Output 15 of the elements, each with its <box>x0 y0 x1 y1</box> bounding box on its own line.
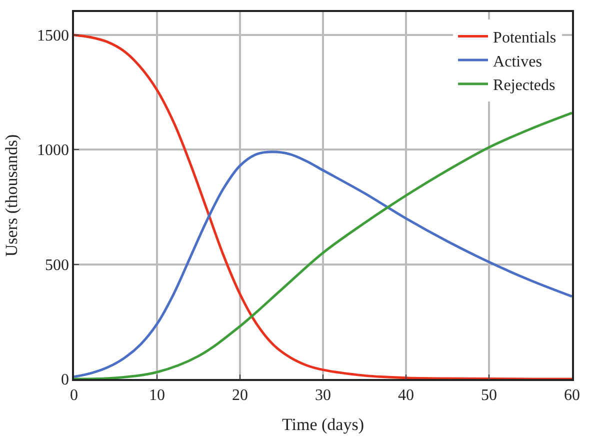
x-tick-label: 20 <box>232 386 248 404</box>
x-tick-label: 30 <box>315 386 331 404</box>
x-axis-title: Time (days) <box>282 414 364 434</box>
x-tick-label: 10 <box>149 386 165 404</box>
y-axis-title: Users (thousands) <box>2 134 22 257</box>
y-tick-label: 0 <box>61 372 70 389</box>
y-tick-label: 500 <box>45 256 70 274</box>
x-tick-label: 60 <box>564 386 580 404</box>
legend-label: Actives <box>493 53 542 70</box>
legend-label: Potentials <box>493 29 556 46</box>
x-tick-label: 50 <box>481 386 497 404</box>
y-tick-label: 1500 <box>37 28 70 45</box>
y-tick-label: 1000 <box>37 142 70 160</box>
x-tick-label: 40 <box>398 386 414 404</box>
legend-label: Rejecteds <box>493 77 556 94</box>
